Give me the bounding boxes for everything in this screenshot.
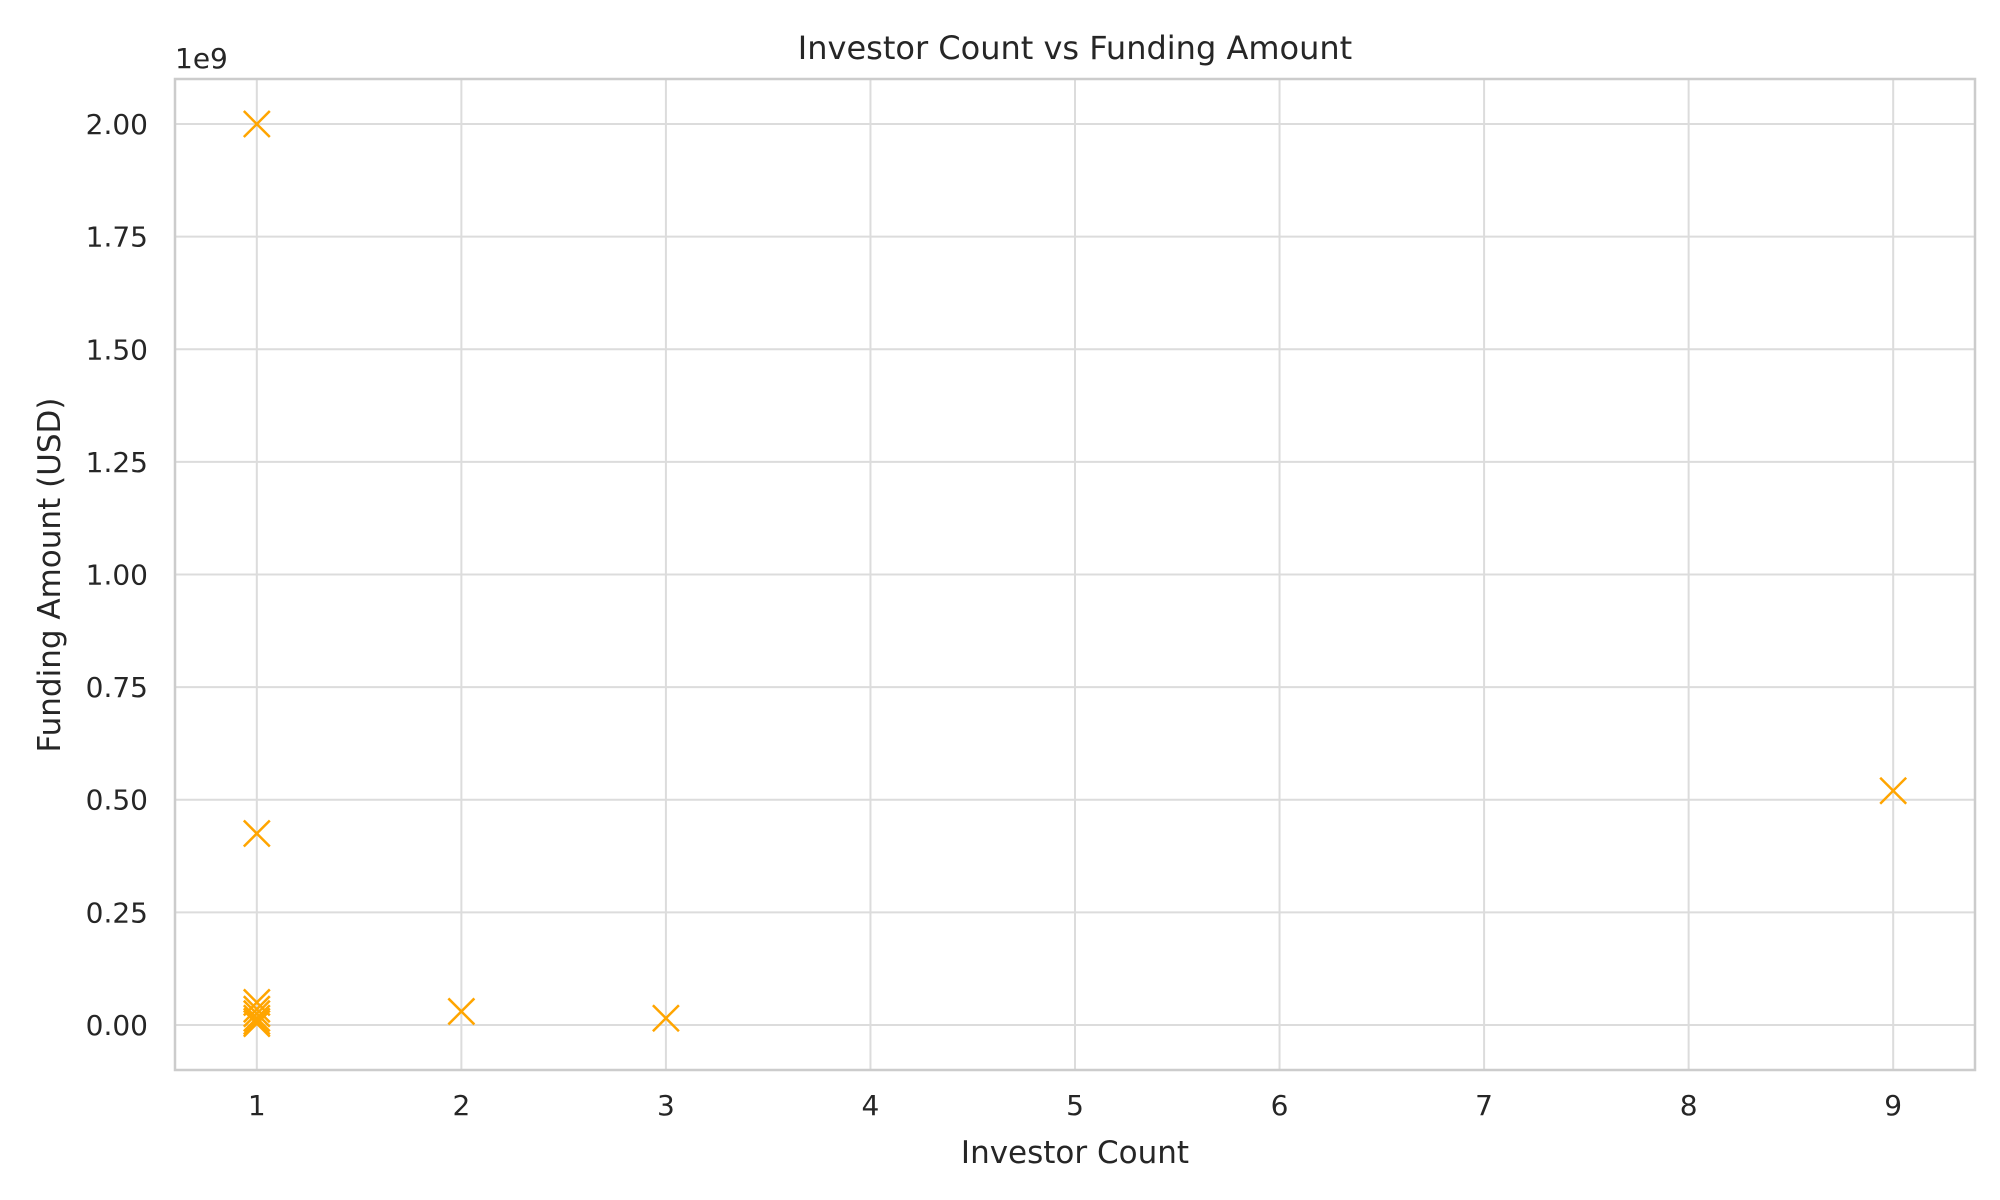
y-tick-labels: 0.00 0.25 0.50 0.75 1.00 1.25 1.50 1.75 2.00 (86, 108, 148, 1042)
y-offset-label: 1e9 (175, 42, 228, 75)
y-tick-label: 2.00 (86, 108, 148, 141)
y-tick-label: 1.50 (86, 333, 148, 366)
data-point (242, 995, 271, 1024)
x-tick-label: 7 (1475, 1089, 1493, 1122)
x-tick-labels: 1 2 3 4 5 6 7 8 9 (248, 1089, 1902, 1122)
x-axis-label: Investor Count (961, 1135, 1189, 1171)
x-tick-label: 8 (1680, 1089, 1698, 1122)
data-point (242, 1004, 271, 1033)
data-points (242, 110, 1908, 1038)
data-point (447, 997, 476, 1026)
x-tick-label: 6 (1271, 1089, 1289, 1122)
y-tick-label: 1.00 (86, 559, 148, 592)
chart-title: Investor Count vs Funding Amount (798, 29, 1352, 67)
y-tick-label: 0.25 (86, 896, 148, 929)
grid-lines (175, 79, 1975, 1070)
data-point (242, 1009, 271, 1038)
plot-frame (173, 77, 1977, 1072)
x-tick-label: 3 (657, 1089, 675, 1122)
data-point (242, 110, 271, 138)
y-tick-label: 1.75 (86, 221, 148, 254)
y-tick-label: 0.00 (86, 1009, 148, 1042)
x-tick-label: 5 (1066, 1089, 1084, 1122)
data-point (1879, 776, 1908, 805)
y-tick-label: 1.25 (86, 446, 148, 479)
data-point (242, 1007, 271, 1036)
data-point (652, 1004, 680, 1033)
data-point (242, 819, 271, 848)
x-tick-label: 4 (862, 1089, 880, 1122)
x-tick-label: 9 (1884, 1089, 1902, 1122)
x-tick-label: 2 (452, 1089, 470, 1122)
x-tick-label: 1 (248, 1089, 266, 1122)
y-axis-label: Funding Amount (USD) (32, 397, 68, 752)
data-point (242, 999, 271, 1028)
y-tick-label: 0.75 (86, 671, 148, 704)
y-tick-label: 0.50 (86, 784, 148, 817)
